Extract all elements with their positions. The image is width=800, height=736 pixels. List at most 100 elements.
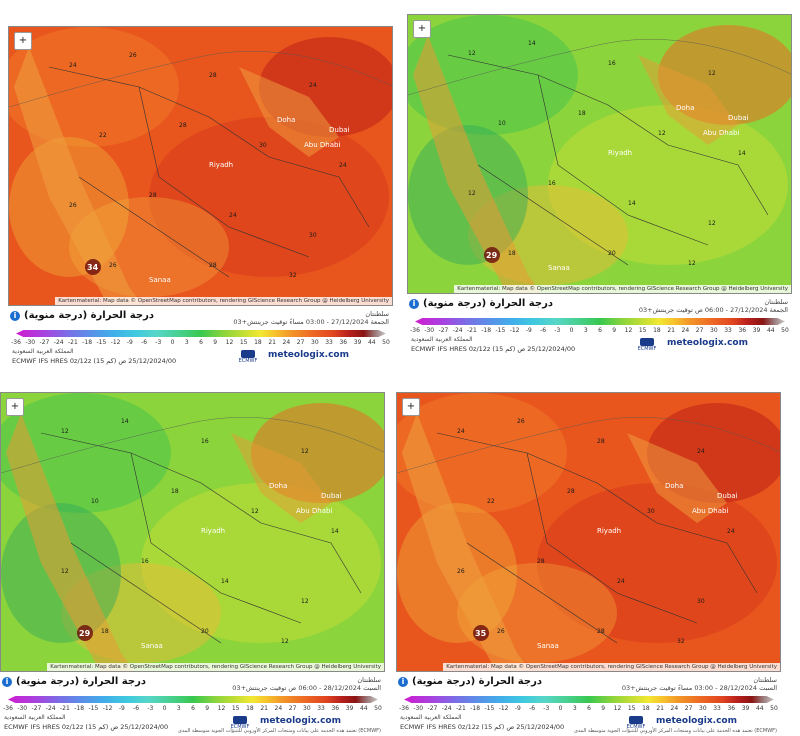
scale-tick: 21 [656,705,664,712]
color-scale [404,696,774,703]
country-label: المملكة العربية السعودية [4,714,66,721]
scale-tick: 0 [162,705,167,712]
temp-label: 32 [289,272,297,279]
scale-tick: 33 [325,339,333,346]
forecast-time: سلطنتان السبت 28/12/2024 - 06:00 ص توقيت … [232,676,381,692]
scale-tick: 9 [205,705,210,712]
temp-label: 18 [101,628,109,635]
city-label: Doha [665,482,683,490]
zoom-icon[interactable]: + [402,398,420,416]
temp-label: 14 [528,40,536,47]
temp-label: 16 [548,180,556,187]
info-icon[interactable]: i [2,676,12,687]
scale-tick: -30 [413,705,424,712]
scale-tick: 21 [260,705,268,712]
scale-tick: -30 [424,327,435,334]
scale-tick: 9 [612,327,617,334]
city-label: Sanaa [141,642,163,650]
scale-tick: 33 [317,705,325,712]
temp-label: 12 [468,50,476,57]
map-attribution: Kartenmaterial: Map data © OpenStreetMap… [454,285,791,293]
temp-label: 30 [309,232,317,239]
brand-logo[interactable]: meteologix.com [656,716,737,726]
scale-tick: -3 [155,339,162,346]
color-scale [415,318,785,325]
forecast-panel: 24 26 28 24 22 28 30 24 26 28 24 30 26 28 32 Abu Dhabi D… [8,26,393,366]
scale-tick: 44 [359,705,368,712]
temperature-map[interactable]: 24 26 28 24 22 28 30 24 26 28 24 30 26 28 32 Abu Dhabi D… [8,26,393,306]
temp-label: 14 [121,418,129,425]
scale-tick: 18 [246,705,254,712]
scale-tick: 30 [710,327,718,334]
scale-tick: -24 [441,705,452,712]
temp-label: 28 [597,628,605,635]
temp-label: 24 [697,448,705,455]
scale-tick: -24 [45,705,56,712]
temp-label: 32 [677,638,685,645]
temp-label: 24 [229,212,237,219]
credit-text: تعتمد هذه الخدمة على بيانات ومنتجات المر… [177,728,381,734]
temp-label: 24 [727,528,735,535]
temp-label: 12 [468,190,476,197]
temp-label: 12 [658,130,666,137]
model-label: ECMWF IFS HRES 0z/12z (15 كم) 25/12/2024… [12,357,177,365]
temp-label: 30 [259,142,267,149]
scale-tick: -36 [3,705,13,712]
color-scale [16,330,386,337]
info-icon[interactable]: i [398,676,408,687]
temperature-map[interactable]: 12 14 16 12 10 18 12 14 12 16 14 12 18 20 12 Abu Dhabi D… [0,392,385,672]
temp-label: 26 [109,262,117,269]
scale-tick: 18 [642,705,650,712]
temperature-map[interactable]: 24 26 28 24 22 28 30 24 26 28 24 30 26 28 32 Abu Dhabi D… [396,392,781,672]
scale-ticks: -36 -30 -27 -24 -21 -18 -15 -12 -9 -6 -3 0 3 6 9 12 15 18… [11,339,390,347]
country-label: المملكة العربية السعودية [400,714,462,721]
scale-tick: -3 [543,705,550,712]
max-temp-label: 35 [475,629,487,638]
scale-tick: 36 [738,327,747,334]
temp-label: 12 [708,70,716,77]
scale-tick: -12 [110,339,121,346]
info-icon[interactable]: i [10,310,20,321]
brand-logo[interactable]: meteologix.com [260,716,341,726]
map-attribution: Kartenmaterial: Map data © OpenStreetMap… [55,297,392,305]
scale-tick: 30 [311,339,319,346]
city-label: Dubai [728,114,749,122]
temp-label: 22 [99,132,107,139]
city-label: Riyadh [209,161,233,169]
temp-label: 16 [608,60,616,67]
model-label: ECMWF IFS HRES 0z/12z (15 كم) 25/12/2024… [4,723,169,731]
legend-title: درجة الحرارة (درجة منوية) [412,676,542,687]
color-scale [8,696,378,703]
city-label: Riyadh [608,149,632,157]
zoom-icon[interactable]: + [14,32,32,50]
temp-label: 10 [498,120,506,127]
brand-logo[interactable]: meteologix.com [667,338,748,348]
max-temp-label: 29 [79,629,91,638]
scale-tick: -36 [410,327,420,334]
city-label: Dubai [329,126,350,134]
city-label: Doha [277,116,295,124]
temp-label: 12 [281,638,289,645]
scale-tick: -30 [25,339,36,346]
scale-tick: 24 [274,705,283,712]
temperature-map[interactable]: 12 14 16 12 10 18 12 14 12 16 14 12 18 20 12 Abu Dhabi D… [407,14,792,294]
info-icon[interactable]: i [409,298,419,309]
scale-tick: 39 [752,327,761,334]
zoom-icon[interactable]: + [413,20,431,38]
scale-tick: -27 [438,327,449,334]
model-label: ECMWF IFS HRES 0z/12z (15 كم) 25/12/2024… [411,345,576,353]
city-label: Doha [269,482,287,490]
scale-tick: 15 [239,339,248,346]
max-temp-label: 29 [486,251,498,260]
scale-tick: 12 [217,705,226,712]
scale-tick: -9 [126,339,133,346]
zoom-icon[interactable]: + [6,398,24,416]
temp-label: 28 [179,122,187,129]
scale-tick: 3 [583,327,588,334]
scale-tick: -21 [467,327,477,334]
scale-ticks: -36 -30 -27 -24 -21 -18 -15 -12 -9 -6 -3 0 3 6 9 12 15 18… [410,327,789,335]
temp-label: 20 [201,628,209,635]
brand-logo[interactable]: meteologix.com [268,350,349,360]
scale-tick: 0 [558,705,563,712]
scale-tick: 0 [569,327,574,334]
